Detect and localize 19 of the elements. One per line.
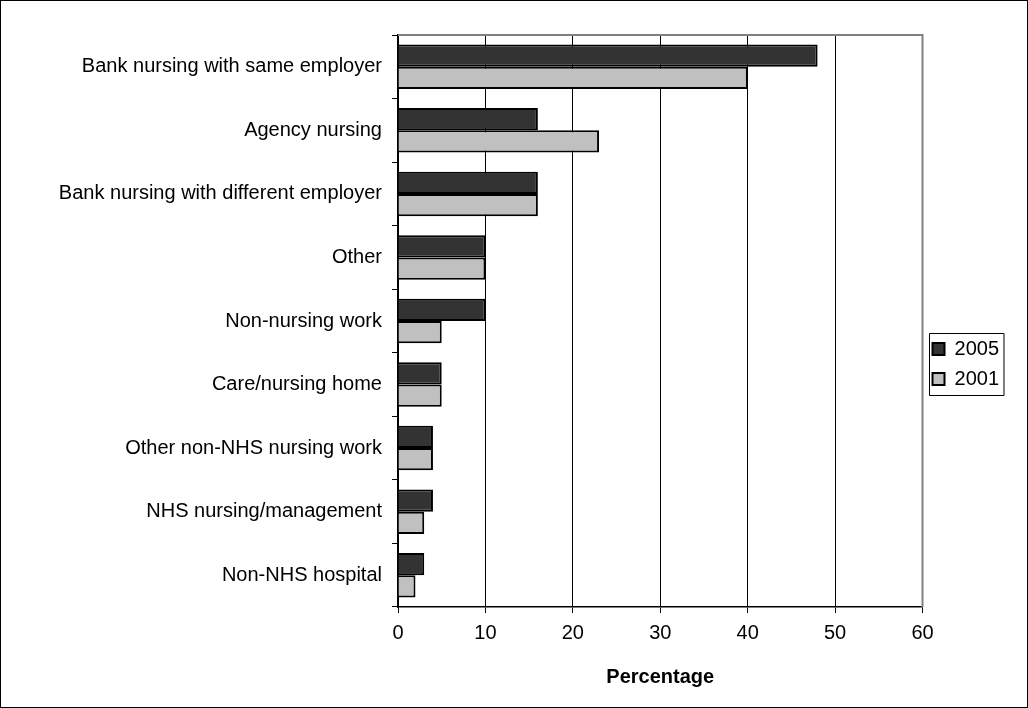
x-tick-label: 30 [649,620,672,643]
legend-label: 2005 [954,336,1000,359]
y-tick-label: Agency nursing [244,117,382,140]
y-tick-label: Other non-NHS nursing work [125,435,383,458]
x-tick-label: 50 [823,620,847,643]
x-tick-label: 0 [392,620,404,643]
x-tick-label: 20 [561,620,584,643]
y-tick-label: Bank nursing with different employer [58,181,383,204]
y-tick-label: Care/nursing home [211,372,382,395]
y-tick-label: Non-nursing work [225,308,383,331]
x-tick-label: 10 [474,620,497,643]
y-tick-label: Bank nursing with same employer [81,54,383,77]
y-tick-label: Non-NHS hospital [221,562,382,585]
y-tick-label: NHS nursing/management [146,499,383,522]
x-tick-label: 60 [911,620,934,643]
y-tick-label: Other [331,244,383,267]
x-tick-label: 40 [736,620,759,643]
x-axis-title: Percentage [606,664,715,687]
legend-label: 2001 [954,366,1000,389]
